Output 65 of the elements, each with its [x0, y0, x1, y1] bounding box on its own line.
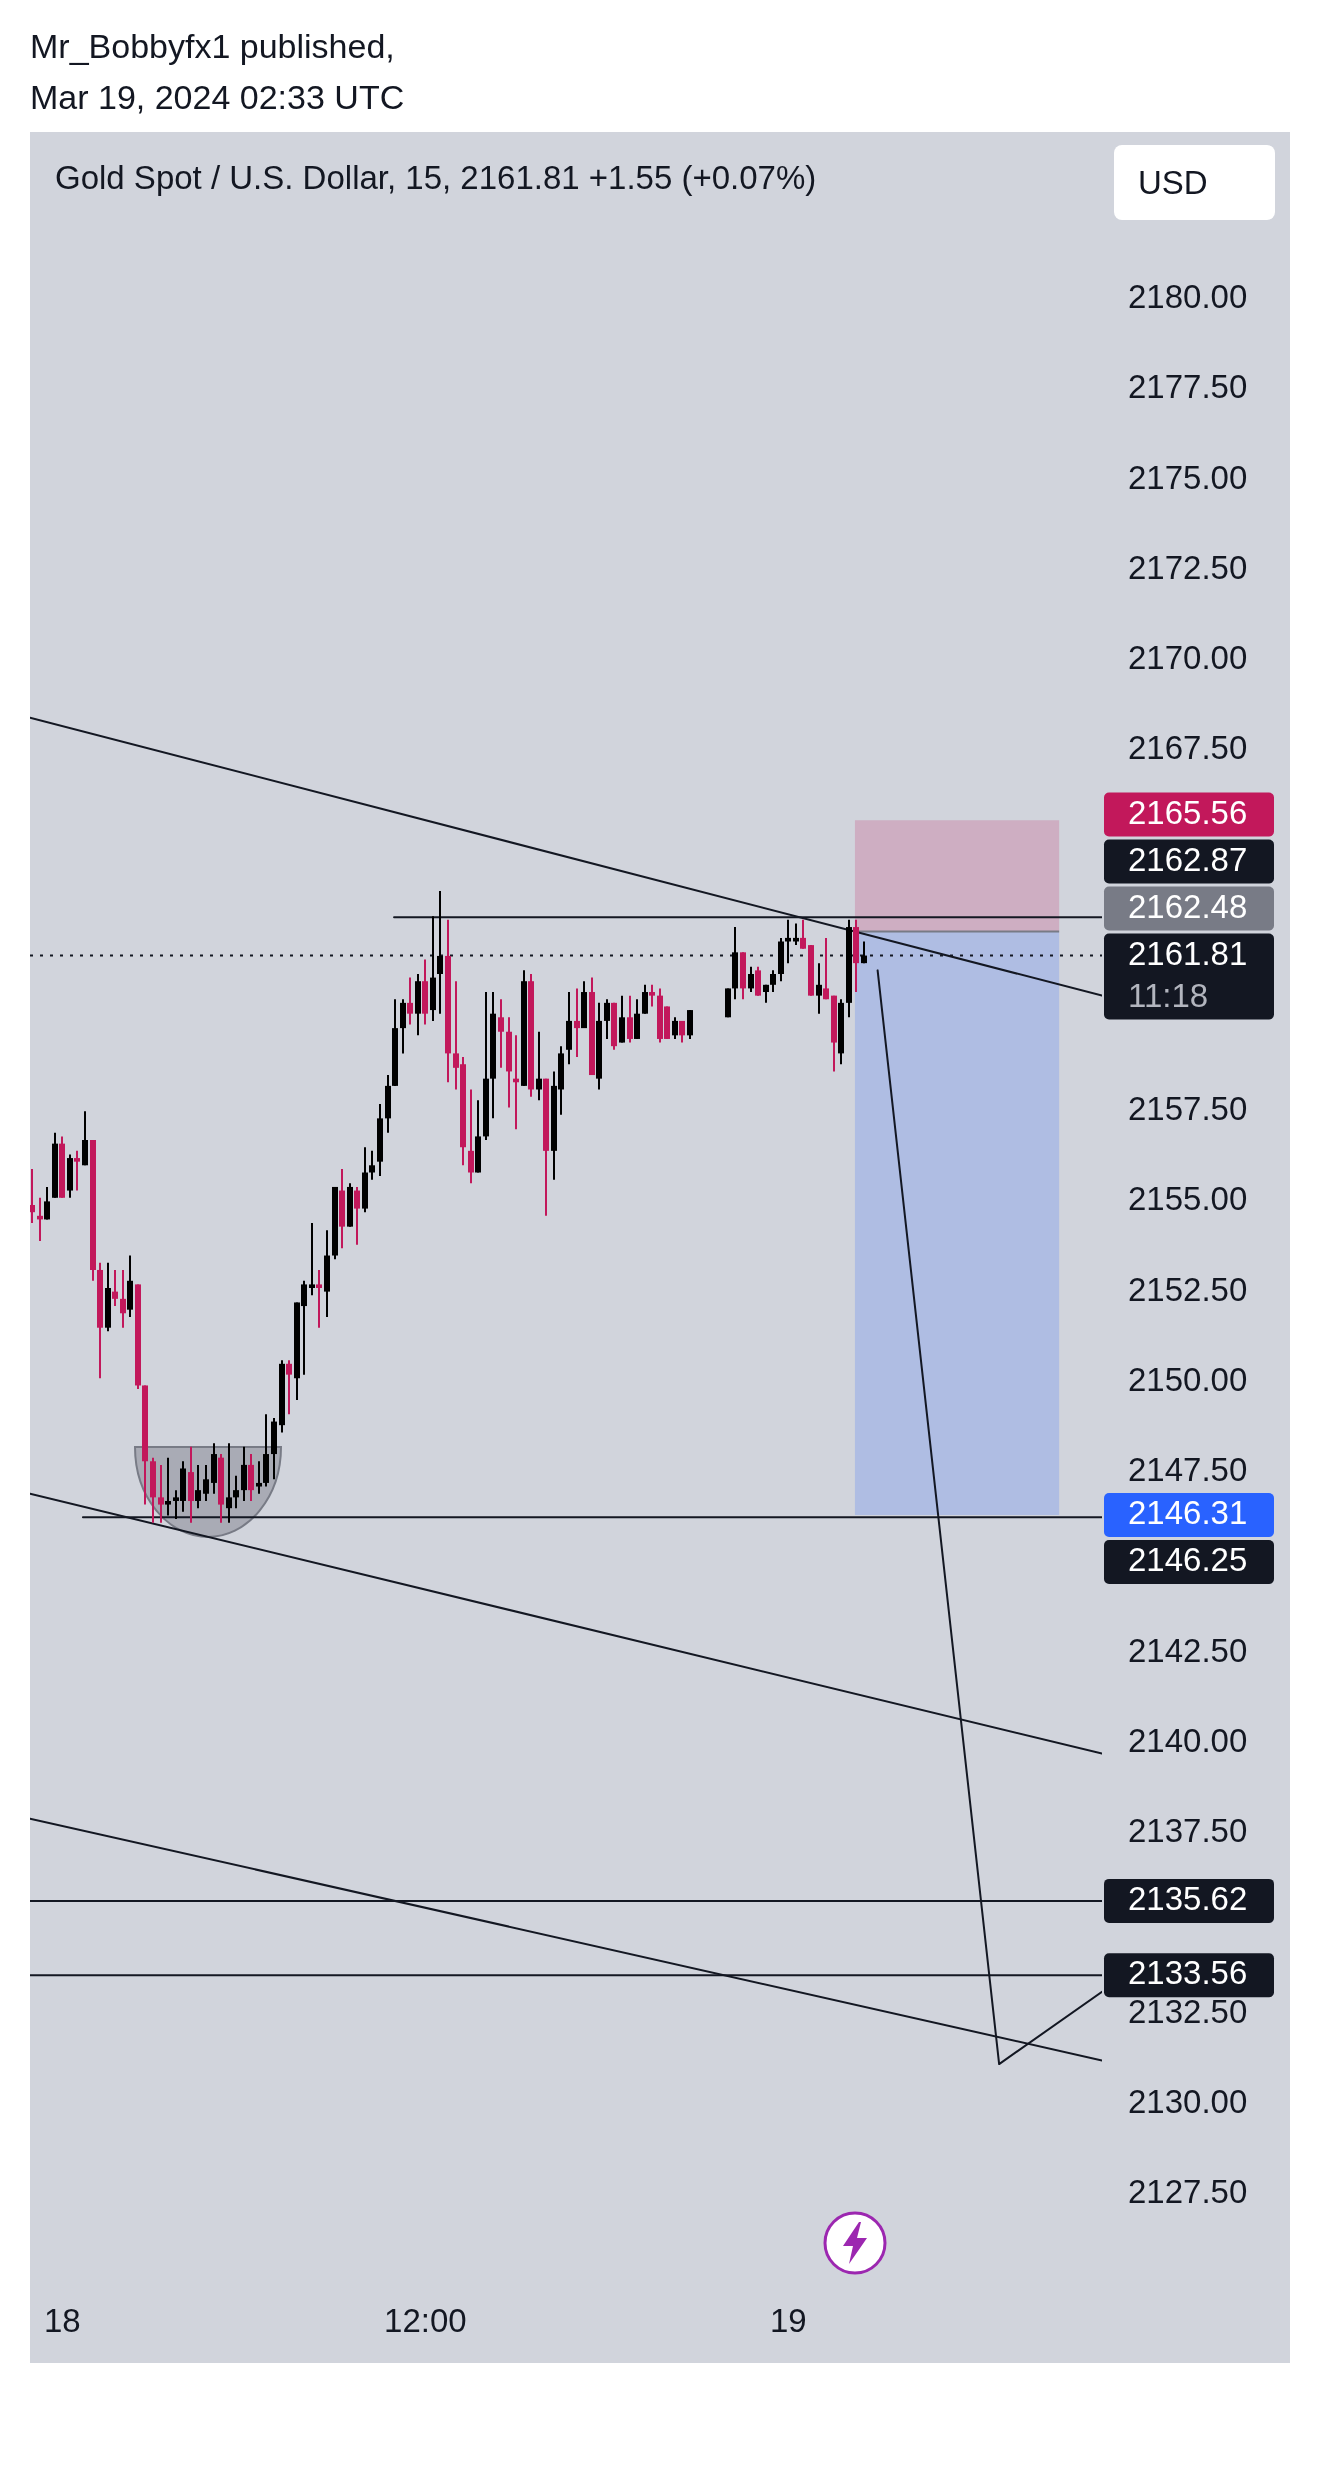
ref-line-label: 2161.81 11:18: [1128, 934, 1248, 1014]
chart-title: Gold Spot / U.S. Dollar, 15, 2161.81 +1.55 (+0.07%): [55, 158, 817, 198]
y-tick-label: 2150.00: [1128, 1360, 1248, 1398]
y-tick-label: 2140.00: [1128, 1721, 1248, 1759]
y-tick-label: 2175.00: [1128, 458, 1248, 496]
y-tick-label: 2180.00: [1128, 278, 1248, 316]
candlestick: [770, 969, 776, 994]
candlestick: [407, 976, 413, 1026]
x-tick-label: 12:00: [384, 2301, 467, 2339]
candlestick: [536, 1030, 542, 1102]
candlestick: [823, 936, 829, 1001]
series-label: 2146.25: [1128, 1541, 1248, 1579]
candlestick: [309, 1222, 315, 1297]
x-tick-label: 19: [770, 2301, 807, 2339]
candlestick: [286, 1359, 292, 1416]
y-tick-label: 2170.00: [1128, 639, 1248, 677]
ref-line-label: 2162.48: [1128, 887, 1248, 925]
candlestick: [30, 1167, 35, 1225]
y-tick-label: 2172.50: [1128, 548, 1248, 586]
candlestick: [44, 1185, 50, 1221]
x-tick-label: 18: [43, 2301, 81, 2339]
candlestick: [369, 1149, 375, 1181]
candlestick: [112, 1268, 118, 1308]
y-tick-label: 2137.50: [1128, 1812, 1248, 1850]
ref-line-label: 2133.56: [1128, 1954, 1248, 1992]
candlestick: [203, 1463, 209, 1502]
text: Mr_Bobbyfx1 published,: [30, 26, 395, 66]
candlestick: [649, 983, 655, 1008]
band-label: 2146.31: [1128, 1494, 1248, 1532]
y-tick-label: 2132.50: [1128, 1992, 1248, 2030]
candlestick: [604, 998, 610, 1040]
y-tick-label: 2127.50: [1128, 2173, 1248, 2211]
candlestick: [498, 998, 504, 1069]
candlestick: [74, 1149, 80, 1192]
candlestick: [748, 965, 754, 994]
y-tick-label: 2130.00: [1128, 2082, 1248, 2120]
candlestick: [800, 918, 806, 950]
candlestick: [233, 1474, 239, 1510]
y-tick-label: 2177.50: [1128, 368, 1248, 406]
ref-line-label: 2135.62: [1128, 1880, 1248, 1917]
y-tick-label: 2155.00: [1128, 1180, 1248, 1218]
candlestick: [816, 962, 822, 1015]
candlestick: [195, 1463, 201, 1510]
y-tick-label: 2152.50: [1128, 1270, 1248, 1308]
y-tick-label: 2157.50: [1128, 1090, 1248, 1128]
y-tick-label: 2147.50: [1128, 1451, 1248, 1489]
candlestick: [120, 1268, 126, 1329]
y-tick-label: 2142.50: [1128, 1631, 1248, 1669]
text: Mar 19, 2024 02:33 UTC: [30, 77, 405, 117]
candlestick: [158, 1463, 164, 1524]
candlestick: [437, 889, 443, 1015]
candlestick: [226, 1442, 232, 1524]
series-label: 2162.87: [1128, 840, 1248, 878]
candlestick: [468, 1088, 474, 1185]
candlestick: [316, 1268, 322, 1329]
candlestick: [165, 1456, 171, 1517]
candlestick: [574, 987, 580, 1058]
candlestick: [256, 1460, 262, 1495]
candlestick: [627, 994, 633, 1044]
candlestick: [642, 983, 648, 1015]
y-tick-label: 2167.50: [1128, 729, 1248, 767]
band-label: 2165.56: [1128, 793, 1248, 831]
y-axis-title: USD: [1114, 145, 1275, 220]
candlestick: [354, 1185, 360, 1246]
candlestick: [672, 1016, 678, 1040]
